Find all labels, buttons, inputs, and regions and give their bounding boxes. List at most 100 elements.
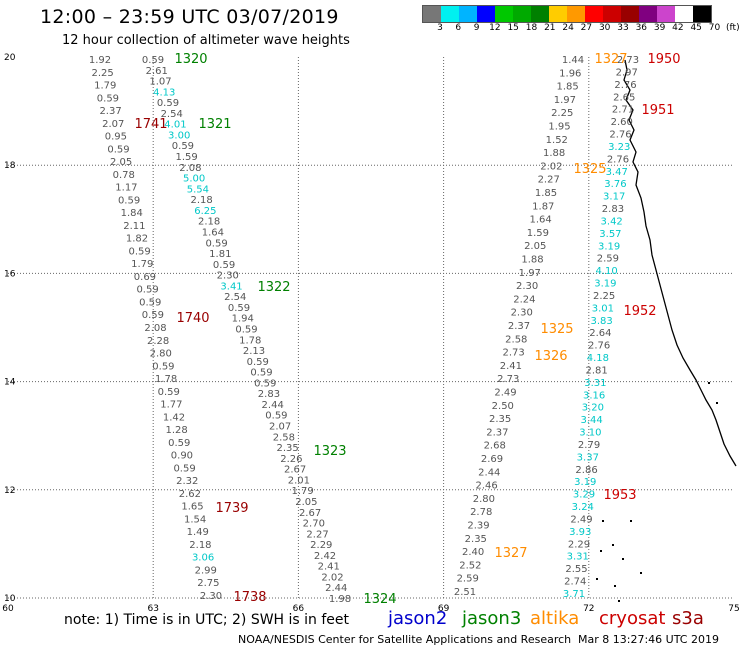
wave-height-value: 2.49 [570,514,592,525]
scale-label: 39 [653,23,666,33]
wave-height-value: 1.44 [562,55,584,66]
wave-height-value: 2.02 [540,161,562,172]
wave-height-value: 2.78 [470,507,492,518]
wave-height-value: 2.18 [190,195,212,206]
wave-height-value: 2.30 [200,591,222,602]
wave-height-value: 3.41 [220,281,242,292]
wave-height-value: 1.88 [521,255,543,266]
wave-height-value: 2.08 [144,323,166,334]
scale-swatch [603,6,621,22]
wave-height-value: 2.97 [616,67,638,78]
pass-number-label: 1322 [257,280,290,295]
wave-height-value: 2.32 [176,476,198,487]
wave-height-value: 1.95 [548,122,570,133]
wave-height-value: 0.59 [97,93,119,104]
wave-height-value: 3.24 [572,502,594,513]
wave-height-value: 3.71 [563,589,585,600]
wave-height-value: 2.27 [538,175,560,186]
wave-height-value: 2.73 [617,55,639,66]
wave-height-value: 3.31 [584,378,606,389]
wave-height-value: 1.64 [202,227,224,238]
wave-height-value: 1.84 [121,208,143,219]
island-dot [596,578,598,580]
wave-height-value: 0.59 [157,98,179,109]
wave-height-value: 3.31 [567,552,589,563]
pass-number-label: 1740 [176,311,209,326]
color-scale-labels: 3 6 9 12 15 18 21 24 27 30 33 36 39 42 45 70 (ft) [422,23,740,35]
wave-height-value: 2.37 [99,106,121,117]
wave-height-value: 2.26 [280,454,302,465]
scale-swatch [513,6,531,22]
pass-number-label: 1323 [313,444,346,459]
scale-swatch [621,6,639,22]
scale-label: 70 [708,23,721,33]
wave-height-value: 3.19 [574,477,596,488]
wave-height-value: 1.78 [239,335,261,346]
wave-height-value: 2.39 [467,521,489,532]
scale-label: 6 [455,23,462,33]
wave-height-value: 1.52 [546,135,568,146]
pass-number-label: 1325 [573,162,606,177]
lon-tick-label: 72 [583,604,594,614]
wave-height-value: 0.59 [228,303,250,314]
lon-tick-label: 69 [438,604,450,614]
wave-height-value: 2.67 [284,465,306,476]
scale-swatch [549,6,567,22]
wave-height-value: 1.82 [126,234,148,245]
wave-height-value: 2.75 [197,578,219,589]
wave-height-value: 1.77 [160,400,182,411]
lon-tick-label: 75 [728,604,739,614]
wave-height-value: 2.61 [146,66,168,77]
wave-height-value: 2.58 [273,432,295,443]
wave-height-value: 2.54 [224,292,246,303]
wave-height-value: 3.83 [590,316,612,327]
wave-height-value: 2.65 [613,92,635,103]
scale-label: (ft) [726,23,740,33]
wave-height-value: 3.20 [582,403,604,414]
scale-swatch [675,6,693,22]
wave-height-value: 2.05 [524,241,546,252]
wave-height-value: 1.97 [519,268,541,279]
wave-height-value: 2.44 [478,467,500,478]
wave-height-value: 2.52 [459,560,481,571]
scale-swatch [495,6,513,22]
wave-height-value: 2.68 [484,441,506,452]
wave-height-value: 0.59 [107,144,129,155]
scale-swatch [657,6,675,22]
pass-number-label: 1738 [233,590,266,605]
wave-height-value: 2.69 [481,454,503,465]
wave-height-value: 2.37 [486,427,508,438]
wave-height-value: 4.01 [164,120,186,131]
scale-label: 15 [507,23,519,33]
wave-height-value: 2.58 [505,334,527,345]
wave-height-value: 2.60 [611,117,633,128]
wave-height-value: 2.29 [568,539,590,550]
legend-jason3: jason3 [462,608,522,629]
wave-height-value: 4.10 [596,266,618,277]
wave-height-value: 0.59 [205,238,227,249]
wave-height-value: 2.02 [321,572,343,583]
wave-height-value: 1.28 [166,425,188,436]
wave-height-value: 2.55 [565,564,587,575]
wave-height-value: 2.27 [306,529,328,540]
wave-height-value: 0.59 [172,141,194,152]
wave-height-value: 2.25 [551,108,573,119]
wave-height-value: 2.51 [454,587,476,598]
wave-height-color-scale [422,5,712,23]
wave-height-value: 3.29 [573,490,595,501]
scale-label: 36 [635,23,648,33]
wave-height-value: 2.05 [295,497,317,508]
wave-height-value: 1.81 [209,249,231,260]
pass-number-label: 1953 [603,488,636,503]
wave-height-value: 3.19 [598,241,620,252]
wave-height-value: 2.40 [462,547,484,558]
scale-label: 18 [525,23,538,33]
island-dot [708,382,710,384]
wave-height-value: 2.11 [123,221,145,232]
wave-height-value: 2.59 [457,574,479,585]
lat-tick-label: 14 [4,378,16,388]
wave-height-value: 3.00 [168,130,190,141]
wave-height-value: 2.42 [314,551,336,562]
scale-label: 42 [672,23,684,33]
wave-height-value: 1.79 [94,81,116,92]
